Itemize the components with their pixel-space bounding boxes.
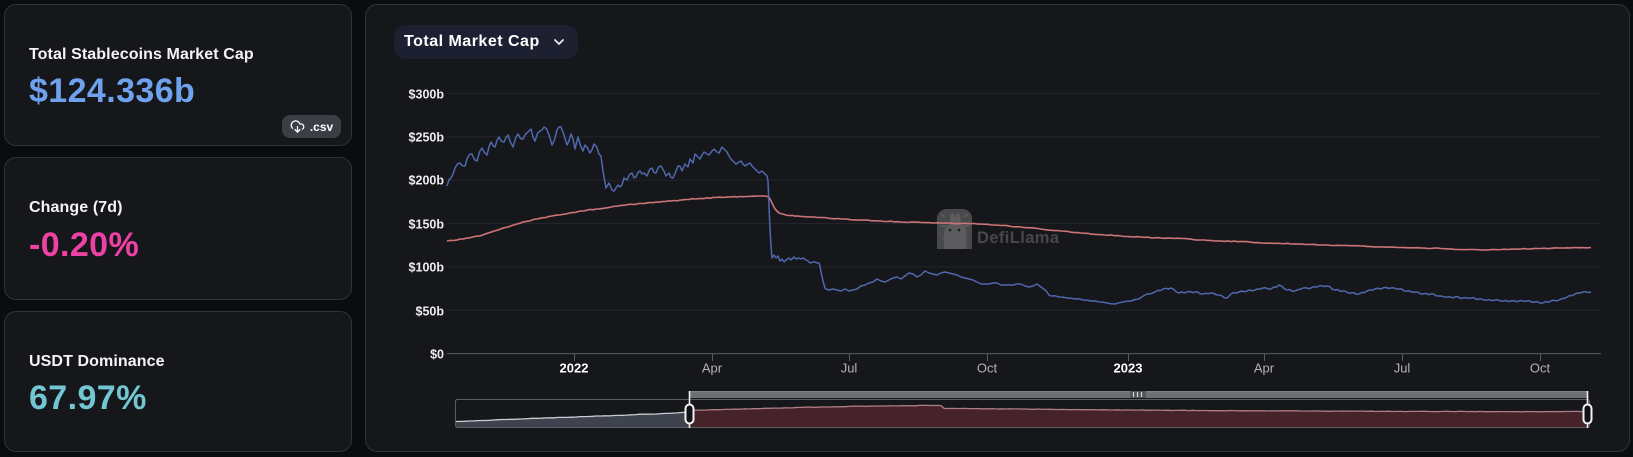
svg-text:$50b: $50b — [416, 305, 445, 319]
svg-text:DefiLlama: DefiLlama — [977, 229, 1060, 247]
svg-text:$250b: $250b — [409, 131, 445, 145]
svg-text:Jul: Jul — [841, 361, 858, 376]
svg-text:$200b: $200b — [409, 174, 445, 188]
svg-text:$0: $0 — [430, 348, 444, 362]
svg-text:Apr: Apr — [702, 361, 723, 376]
svg-text:Jul: Jul — [1394, 361, 1411, 376]
svg-text:2022: 2022 — [560, 361, 589, 376]
svg-text:$150b: $150b — [409, 218, 445, 232]
svg-text:Oct: Oct — [977, 361, 998, 376]
svg-text:Oct: Oct — [1530, 361, 1551, 376]
svg-text:$100b: $100b — [409, 261, 445, 275]
svg-text:2023: 2023 — [1114, 361, 1143, 376]
svg-text:$300b: $300b — [409, 88, 445, 102]
svg-text:Apr: Apr — [1254, 361, 1275, 376]
